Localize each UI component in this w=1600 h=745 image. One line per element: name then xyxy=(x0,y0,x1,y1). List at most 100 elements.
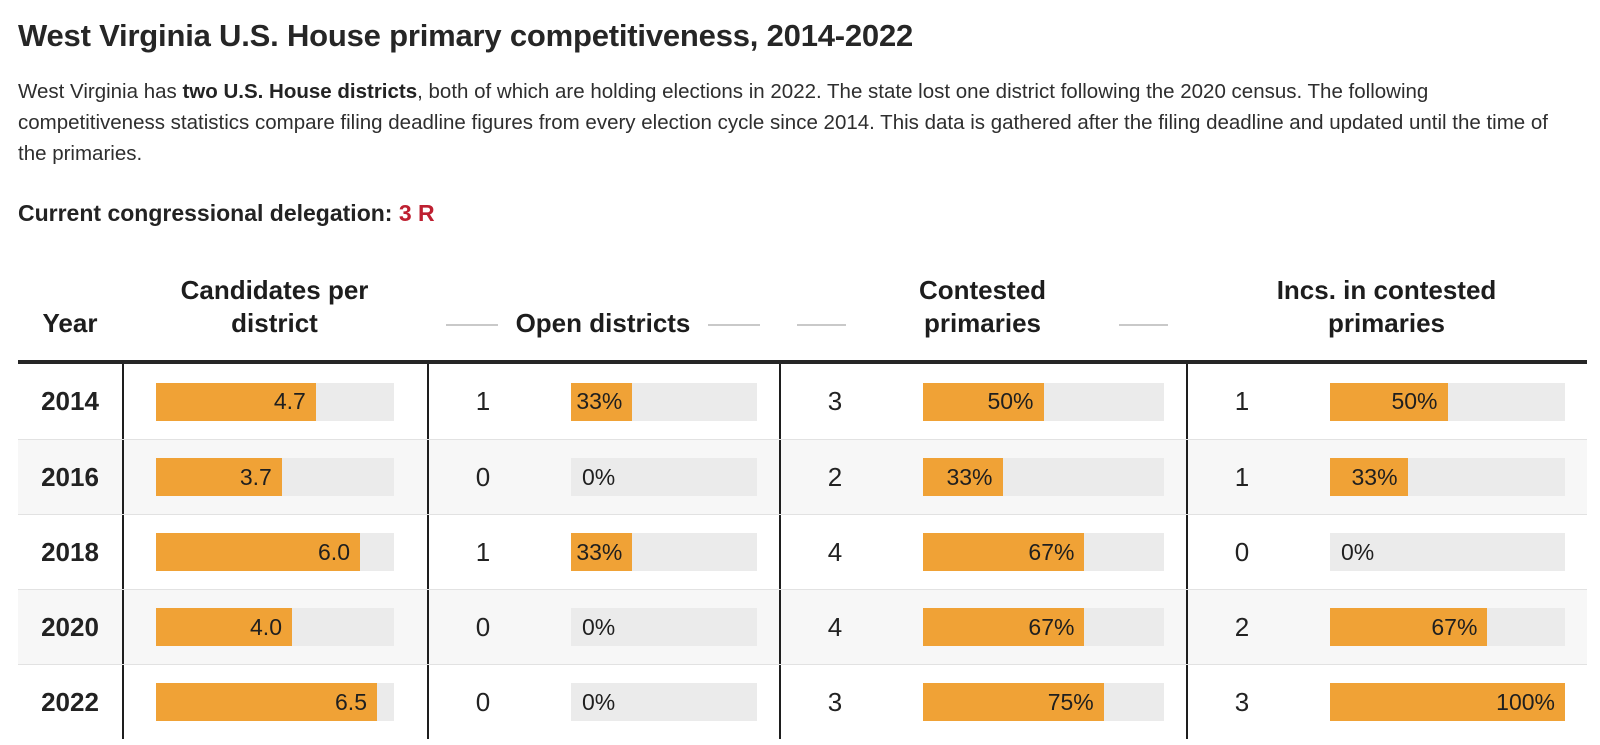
open-districts-cell: 0 0% xyxy=(427,440,779,515)
bar-value-label: 0% xyxy=(582,688,616,715)
intro-text-prefix: West Virginia has xyxy=(18,80,183,103)
incs-in-contested-count: 3 xyxy=(1234,686,1250,717)
column-header-incs-in-contested-primaries: Incs. in contested primaries xyxy=(1276,275,1497,338)
open-districts-cell: 0 0% xyxy=(427,665,779,740)
contested-primaries-bar: 50% xyxy=(923,382,1164,421)
bar-value-label: 33% xyxy=(946,463,993,490)
contested-primaries-bar-fill: 67% xyxy=(923,533,1085,572)
bar-value-label: 67% xyxy=(1028,538,1075,565)
table-row-2022: 2022 6.5 0 0% 3 75% 3 100% xyxy=(18,664,1587,740)
incs-in-contested-bar-fill: 100% xyxy=(1330,683,1565,722)
open-districts-bar-fill: 0% xyxy=(571,683,757,721)
incs-in-contested-bar-fill: 67% xyxy=(1330,608,1488,647)
table-row-2020: 2020 4.0 0 0% 4 67% 2 67% xyxy=(18,589,1587,665)
bar-value-label: 4.7 xyxy=(273,388,306,415)
open-districts-bar-fill: 33% xyxy=(571,382,633,421)
incs-in-contested-bar: 67% xyxy=(1330,608,1565,647)
table-row-2014: 2014 4.7 1 33% 3 50% 1 50% xyxy=(18,364,1587,440)
open-districts-count: 0 xyxy=(475,686,491,717)
candidates-cell: 4.7 xyxy=(122,364,427,440)
open-districts-bar: 0% xyxy=(571,608,757,647)
open-districts-cell: 1 33% xyxy=(427,515,779,590)
incs-in-contested-cell: 3 100% xyxy=(1186,665,1587,740)
contested-primaries-count: 3 xyxy=(827,386,843,417)
column-header-candidates-per-district: Candidates per district xyxy=(180,275,369,338)
candidates-bar: 4.0 xyxy=(156,608,394,647)
contested-primaries-cell: 4 67% xyxy=(779,590,1186,665)
page-title: West Virginia U.S. House primary competi… xyxy=(18,18,914,53)
incs-in-contested-count: 1 xyxy=(1234,386,1250,417)
open-districts-bar-fill: 33% xyxy=(571,533,633,572)
open-districts-bar: 0% xyxy=(571,683,757,722)
open-districts-count: 1 xyxy=(475,386,491,417)
year-cell: 2022 xyxy=(18,665,122,739)
intro-paragraph: West Virginia has two U.S. House distric… xyxy=(18,77,1553,169)
bar-value-label: 33% xyxy=(1351,463,1398,490)
year-cell: 2018 xyxy=(18,515,122,589)
contested-primaries-bar: 75% xyxy=(923,683,1164,722)
contested-primaries-count: 3 xyxy=(827,686,843,717)
open-districts-bar-fill: 0% xyxy=(571,458,757,496)
open-districts-cell: 1 33% xyxy=(427,364,779,440)
contested-primaries-bar-fill: 67% xyxy=(923,608,1085,647)
open-districts-bar: 33% xyxy=(571,382,757,421)
delegation-label: Current congressional delegation: xyxy=(18,200,399,227)
year-label: 2022 xyxy=(41,686,99,717)
candidates-bar: 6.5 xyxy=(156,683,394,722)
column-header-contested-primaries: Contested primaries xyxy=(779,267,1186,360)
contested-primaries-cell: 3 50% xyxy=(779,364,1186,440)
bar-value-label: 50% xyxy=(987,388,1034,415)
bar-value-label: 4.0 xyxy=(250,613,282,640)
contested-primaries-count: 2 xyxy=(827,461,843,492)
year-cell: 2016 xyxy=(18,440,122,514)
intro-text-suffix: , both of which are holding elections in… xyxy=(18,80,1549,165)
year-label: 2016 xyxy=(41,461,99,492)
year-label: 2018 xyxy=(41,536,99,567)
candidates-bar-fill: 6.0 xyxy=(156,533,360,572)
incs-in-contested-cell: 1 33% xyxy=(1186,440,1587,515)
column-header-year: Year xyxy=(42,307,98,338)
candidates-bar-fill: 4.7 xyxy=(156,382,316,421)
open-districts-bar: 0% xyxy=(571,458,757,497)
incs-in-contested-count: 0 xyxy=(1234,536,1250,567)
year-label: 2020 xyxy=(41,611,99,642)
incs-in-contested-count: 1 xyxy=(1234,461,1250,492)
incs-in-contested-count: 2 xyxy=(1234,611,1250,642)
bar-value-label: 33% xyxy=(576,388,623,415)
bar-value-label: 67% xyxy=(1431,613,1478,640)
contested-primaries-bar-fill: 50% xyxy=(923,382,1044,421)
year-label: 2014 xyxy=(41,386,99,417)
candidates-cell: 6.5 xyxy=(122,665,427,740)
bar-value-label: 75% xyxy=(1047,688,1094,715)
bar-value-label: 0% xyxy=(1341,538,1375,565)
table-header-row: Year Candidates per district Open distri… xyxy=(18,267,1587,365)
contested-primaries-bar: 33% xyxy=(923,458,1164,497)
contested-primaries-bar: 67% xyxy=(923,533,1164,572)
incs-in-contested-cell: 1 50% xyxy=(1186,364,1587,440)
open-districts-cell: 0 0% xyxy=(427,590,779,665)
open-districts-count: 1 xyxy=(475,536,491,567)
column-header-open-districts: Open districts xyxy=(427,267,779,360)
contested-primaries-bar-fill: 75% xyxy=(923,683,1104,722)
header-dash xyxy=(708,324,761,327)
candidates-bar: 6.0 xyxy=(156,533,394,572)
intro-text-bold: two U.S. House districts xyxy=(182,80,418,103)
candidates-cell: 3.7 xyxy=(122,440,427,515)
open-districts-bar: 33% xyxy=(571,533,757,572)
bar-value-label: 6.0 xyxy=(318,538,350,565)
incs-in-contested-bar: 33% xyxy=(1330,458,1565,497)
bar-value-label: 33% xyxy=(576,538,623,565)
candidates-cell: 6.0 xyxy=(122,515,427,590)
bar-value-label: 100% xyxy=(1496,688,1555,715)
open-districts-count: 0 xyxy=(475,461,491,492)
contested-primaries-bar: 67% xyxy=(923,608,1164,647)
contested-primaries-cell: 4 67% xyxy=(779,515,1186,590)
contested-primaries-count: 4 xyxy=(827,611,843,642)
open-districts-count: 0 xyxy=(475,611,491,642)
incs-in-contested-cell: 0 0% xyxy=(1186,515,1587,590)
bar-value-label: 0% xyxy=(582,463,616,490)
candidates-bar: 4.7 xyxy=(156,382,394,421)
candidates-cell: 4.0 xyxy=(122,590,427,665)
candidates-bar-fill: 4.0 xyxy=(156,608,292,647)
competitiveness-table: Year Candidates per district Open distri… xyxy=(18,267,1587,740)
